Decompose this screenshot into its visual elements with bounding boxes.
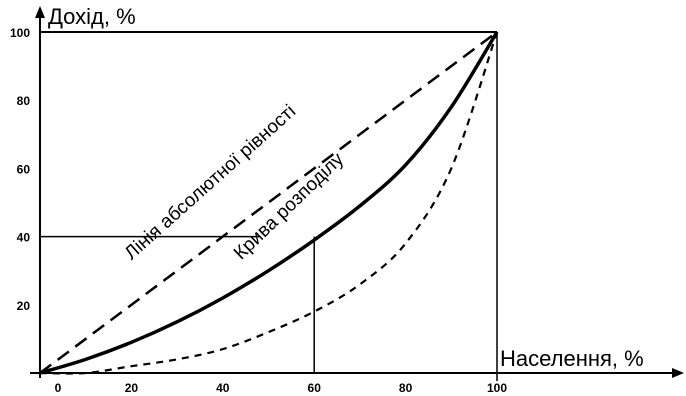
x-axis-label: Населення, % (500, 346, 644, 371)
x-tick-label: 40 (216, 381, 230, 395)
series-distribution-curve (39, 31, 499, 375)
distribution-curve-label: Крива розподілу (230, 149, 348, 264)
x-tick-label: 0 (55, 381, 62, 395)
x-tick-label: 60 (308, 381, 322, 395)
series-lower-curve (39, 31, 499, 375)
y-tick-label: 60 (17, 162, 31, 176)
x-tick-label: 100 (487, 381, 507, 395)
y-tick-label: 20 (17, 299, 31, 313)
x-tick-label: 20 (125, 381, 139, 395)
y-axis-arrow (35, 6, 45, 18)
equality-line-label: Лінія абсолютної рівності (121, 101, 300, 264)
y-tick-label: 40 (17, 231, 31, 245)
y-tick-label: 80 (17, 94, 31, 108)
x-tick-labels: 0 20 40 60 80 100 (55, 381, 508, 395)
y-tick-label: 100 (10, 26, 30, 40)
series-equality-line (39, 30, 498, 375)
y-tick-labels: 20 40 60 80 100 (10, 26, 30, 313)
x-tick-label: 80 (399, 381, 413, 395)
x-axis-arrow (672, 368, 684, 378)
y-axis-label: Дохід, % (48, 4, 136, 29)
